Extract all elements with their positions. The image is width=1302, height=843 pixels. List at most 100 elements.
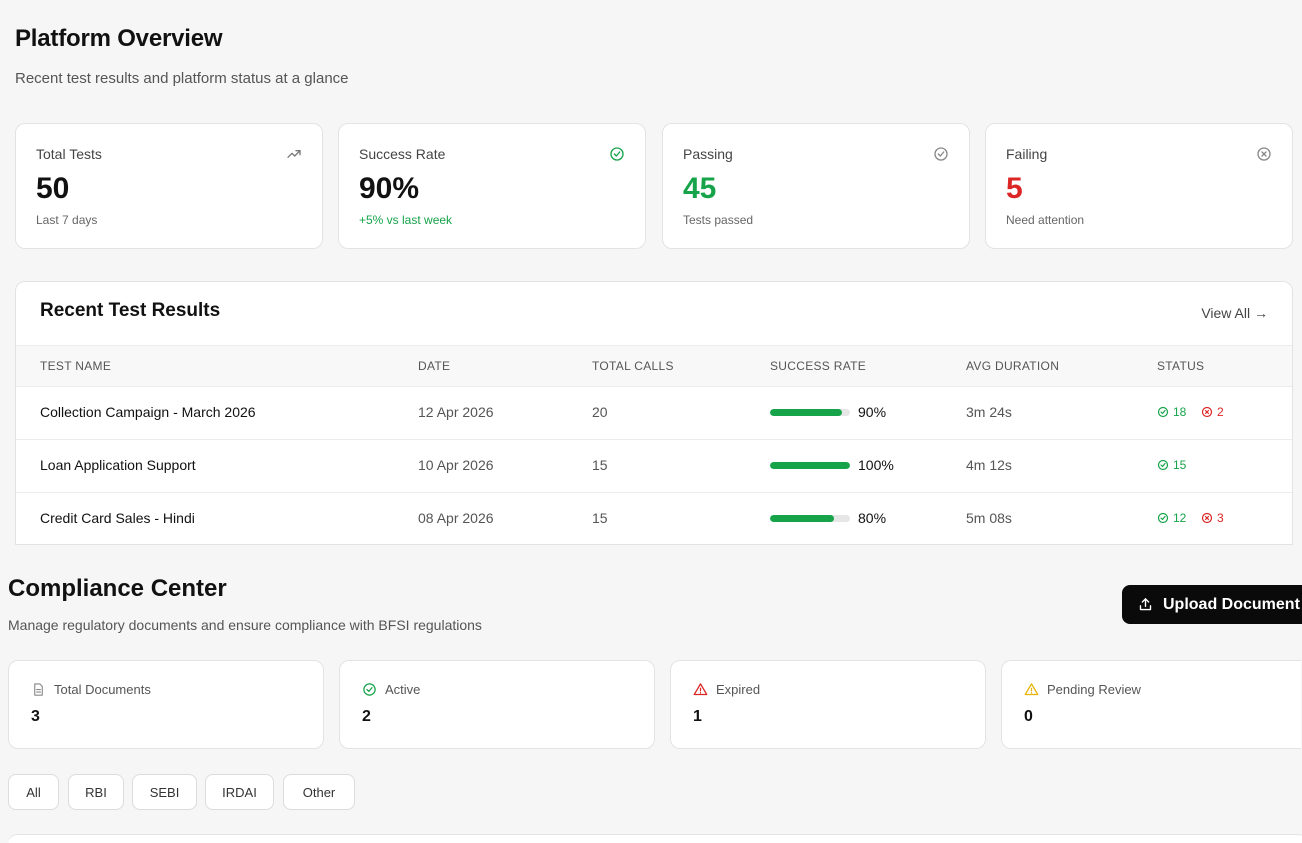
doc-card-value: 2 (362, 708, 371, 725)
compliance-title: Compliance Center (8, 575, 227, 602)
x-circle-icon (1201, 406, 1213, 418)
check-circle-icon (934, 147, 948, 161)
upload-document-label: Upload Document (1163, 595, 1300, 613)
passed-count-value: 15 (1173, 458, 1187, 472)
doc-card-total-documents: Total Documents 3 (8, 660, 324, 749)
x-circle-icon (1257, 147, 1271, 161)
filter-chip-all[interactable]: All (8, 774, 59, 810)
filter-chip-rbi[interactable]: RBI (68, 774, 124, 810)
stat-label: Success Rate (359, 146, 446, 162)
test-date: 10 Apr 2026 (418, 457, 494, 473)
success-rate-bar (770, 515, 850, 522)
passed-count-value: 18 (1173, 405, 1187, 419)
stat-note: Need attention (1006, 213, 1085, 227)
total-calls: 15 (592, 457, 608, 473)
warning-triangle-icon (693, 683, 708, 696)
avg-duration: 4m 12s (966, 457, 1012, 473)
total-calls: 15 (592, 510, 608, 526)
test-date: 08 Apr 2026 (418, 510, 494, 526)
document-icon (34, 683, 43, 696)
stat-value: 5 (1006, 172, 1023, 205)
test-name: Collection Campaign - March 2026 (40, 404, 256, 420)
stat-value: 90% (359, 172, 420, 205)
failed-count-value: 2 (1217, 405, 1224, 419)
doc-card-label: Active (385, 682, 421, 697)
table-row[interactable]: Loan Application Support 10 Apr 2026 15 … (16, 440, 1292, 493)
compliance-subtitle: Manage regulatory documents and ensure c… (8, 617, 482, 633)
trending-up-icon (287, 150, 301, 158)
stat-label: Total Tests (36, 146, 102, 162)
doc-card-header: Expired (693, 682, 760, 697)
check-circle-icon (610, 147, 624, 161)
total-calls: 20 (592, 404, 608, 420)
doc-card-value: 1 (693, 708, 702, 725)
check-circle-icon (1157, 459, 1169, 471)
test-name: Loan Application Support (40, 457, 196, 473)
filter-chip-other[interactable]: Other (283, 774, 355, 810)
table-row[interactable]: Collection Campaign - March 2026 12 Apr … (16, 387, 1292, 440)
warning-triangle-icon (1024, 683, 1039, 696)
stat-label: Passing (683, 146, 733, 162)
passed-count: 15 (1157, 458, 1186, 472)
documents-panel (8, 834, 1302, 843)
passed-count-value: 12 (1173, 511, 1187, 525)
stat-note: +5% vs last week (359, 213, 453, 227)
view-all-link[interactable]: View All → (1201, 305, 1268, 321)
upload-document-button[interactable]: Upload Document (1122, 585, 1302, 624)
doc-card-header: Active (362, 682, 420, 697)
doc-card-header: Total Documents (31, 682, 151, 697)
success-rate-value: 90% (858, 404, 887, 420)
success-rate-bar (770, 462, 850, 469)
doc-card-label: Pending Review (1047, 682, 1141, 697)
column-header-total-calls: TOTAL CALLS (592, 359, 674, 373)
upload-icon (1139, 598, 1152, 611)
check-circle-icon (363, 683, 376, 696)
filter-chip-sebi[interactable]: SEBI (132, 774, 197, 810)
table-row[interactable]: Credit Card Sales - Hindi 08 Apr 2026 15… (16, 493, 1292, 544)
doc-card-value: 3 (31, 708, 40, 725)
check-circle-icon (1157, 406, 1169, 418)
page-subtitle: Recent test results and platform status … (15, 70, 349, 87)
stat-label: Failing (1006, 146, 1048, 162)
section-title: Recent Test Results (40, 300, 221, 321)
column-header-date: DATE (418, 359, 451, 373)
doc-card-value: 0 (1024, 708, 1033, 725)
success-rate-bar-fill (770, 515, 834, 522)
passed-count: 12 (1157, 511, 1186, 525)
check-circle-icon (1157, 512, 1169, 524)
stat-card-success-rate: Success Rate 90% +5% vs last week (338, 123, 646, 249)
success-rate-value: 80% (858, 510, 887, 526)
recent-test-results-panel: Recent Test Results View All → TEST NAME… (15, 281, 1293, 545)
stat-card-passing: Passing 45 Tests passed (662, 123, 970, 249)
doc-card-label: Expired (716, 682, 761, 697)
doc-card-header: Pending Review (1024, 682, 1141, 697)
column-header-status: STATUS (1157, 359, 1205, 373)
column-header-test-name: TEST NAME (40, 359, 112, 373)
stat-note: Last 7 days (36, 213, 98, 227)
failed-count: 3 (1201, 511, 1224, 525)
avg-duration: 5m 08s (966, 510, 1012, 526)
success-rate-value: 100% (858, 457, 894, 473)
test-date: 12 Apr 2026 (418, 404, 494, 420)
success-rate-bar-fill (770, 462, 850, 469)
stat-card-total-tests: Total Tests 50 Last 7 days (15, 123, 323, 249)
page-title: Platform Overview (15, 25, 223, 52)
table-header: TEST NAME DATE TOTAL CALLS SUCCESS RATE … (16, 345, 1292, 387)
success-rate-bar (770, 409, 850, 416)
stat-note: Tests passed (683, 213, 754, 227)
doc-card-active: Active 2 (339, 660, 655, 749)
column-header-avg-duration: AVG DURATION (966, 359, 1060, 373)
stat-value: 45 (683, 172, 717, 205)
doc-card-pending-review: Pending Review 0 (1001, 660, 1301, 749)
x-circle-icon (1201, 512, 1213, 524)
test-name: Credit Card Sales - Hindi (40, 510, 195, 526)
doc-card-expired: Expired 1 (670, 660, 986, 749)
filter-chip-irdai[interactable]: IRDAI (205, 774, 274, 810)
avg-duration: 3m 24s (966, 404, 1012, 420)
column-header-success-rate: SUCCESS RATE (770, 359, 867, 373)
passed-count: 18 (1157, 405, 1186, 419)
success-rate-bar-fill (770, 409, 842, 416)
stat-value: 50 (36, 172, 70, 205)
failed-count: 2 (1201, 405, 1224, 419)
